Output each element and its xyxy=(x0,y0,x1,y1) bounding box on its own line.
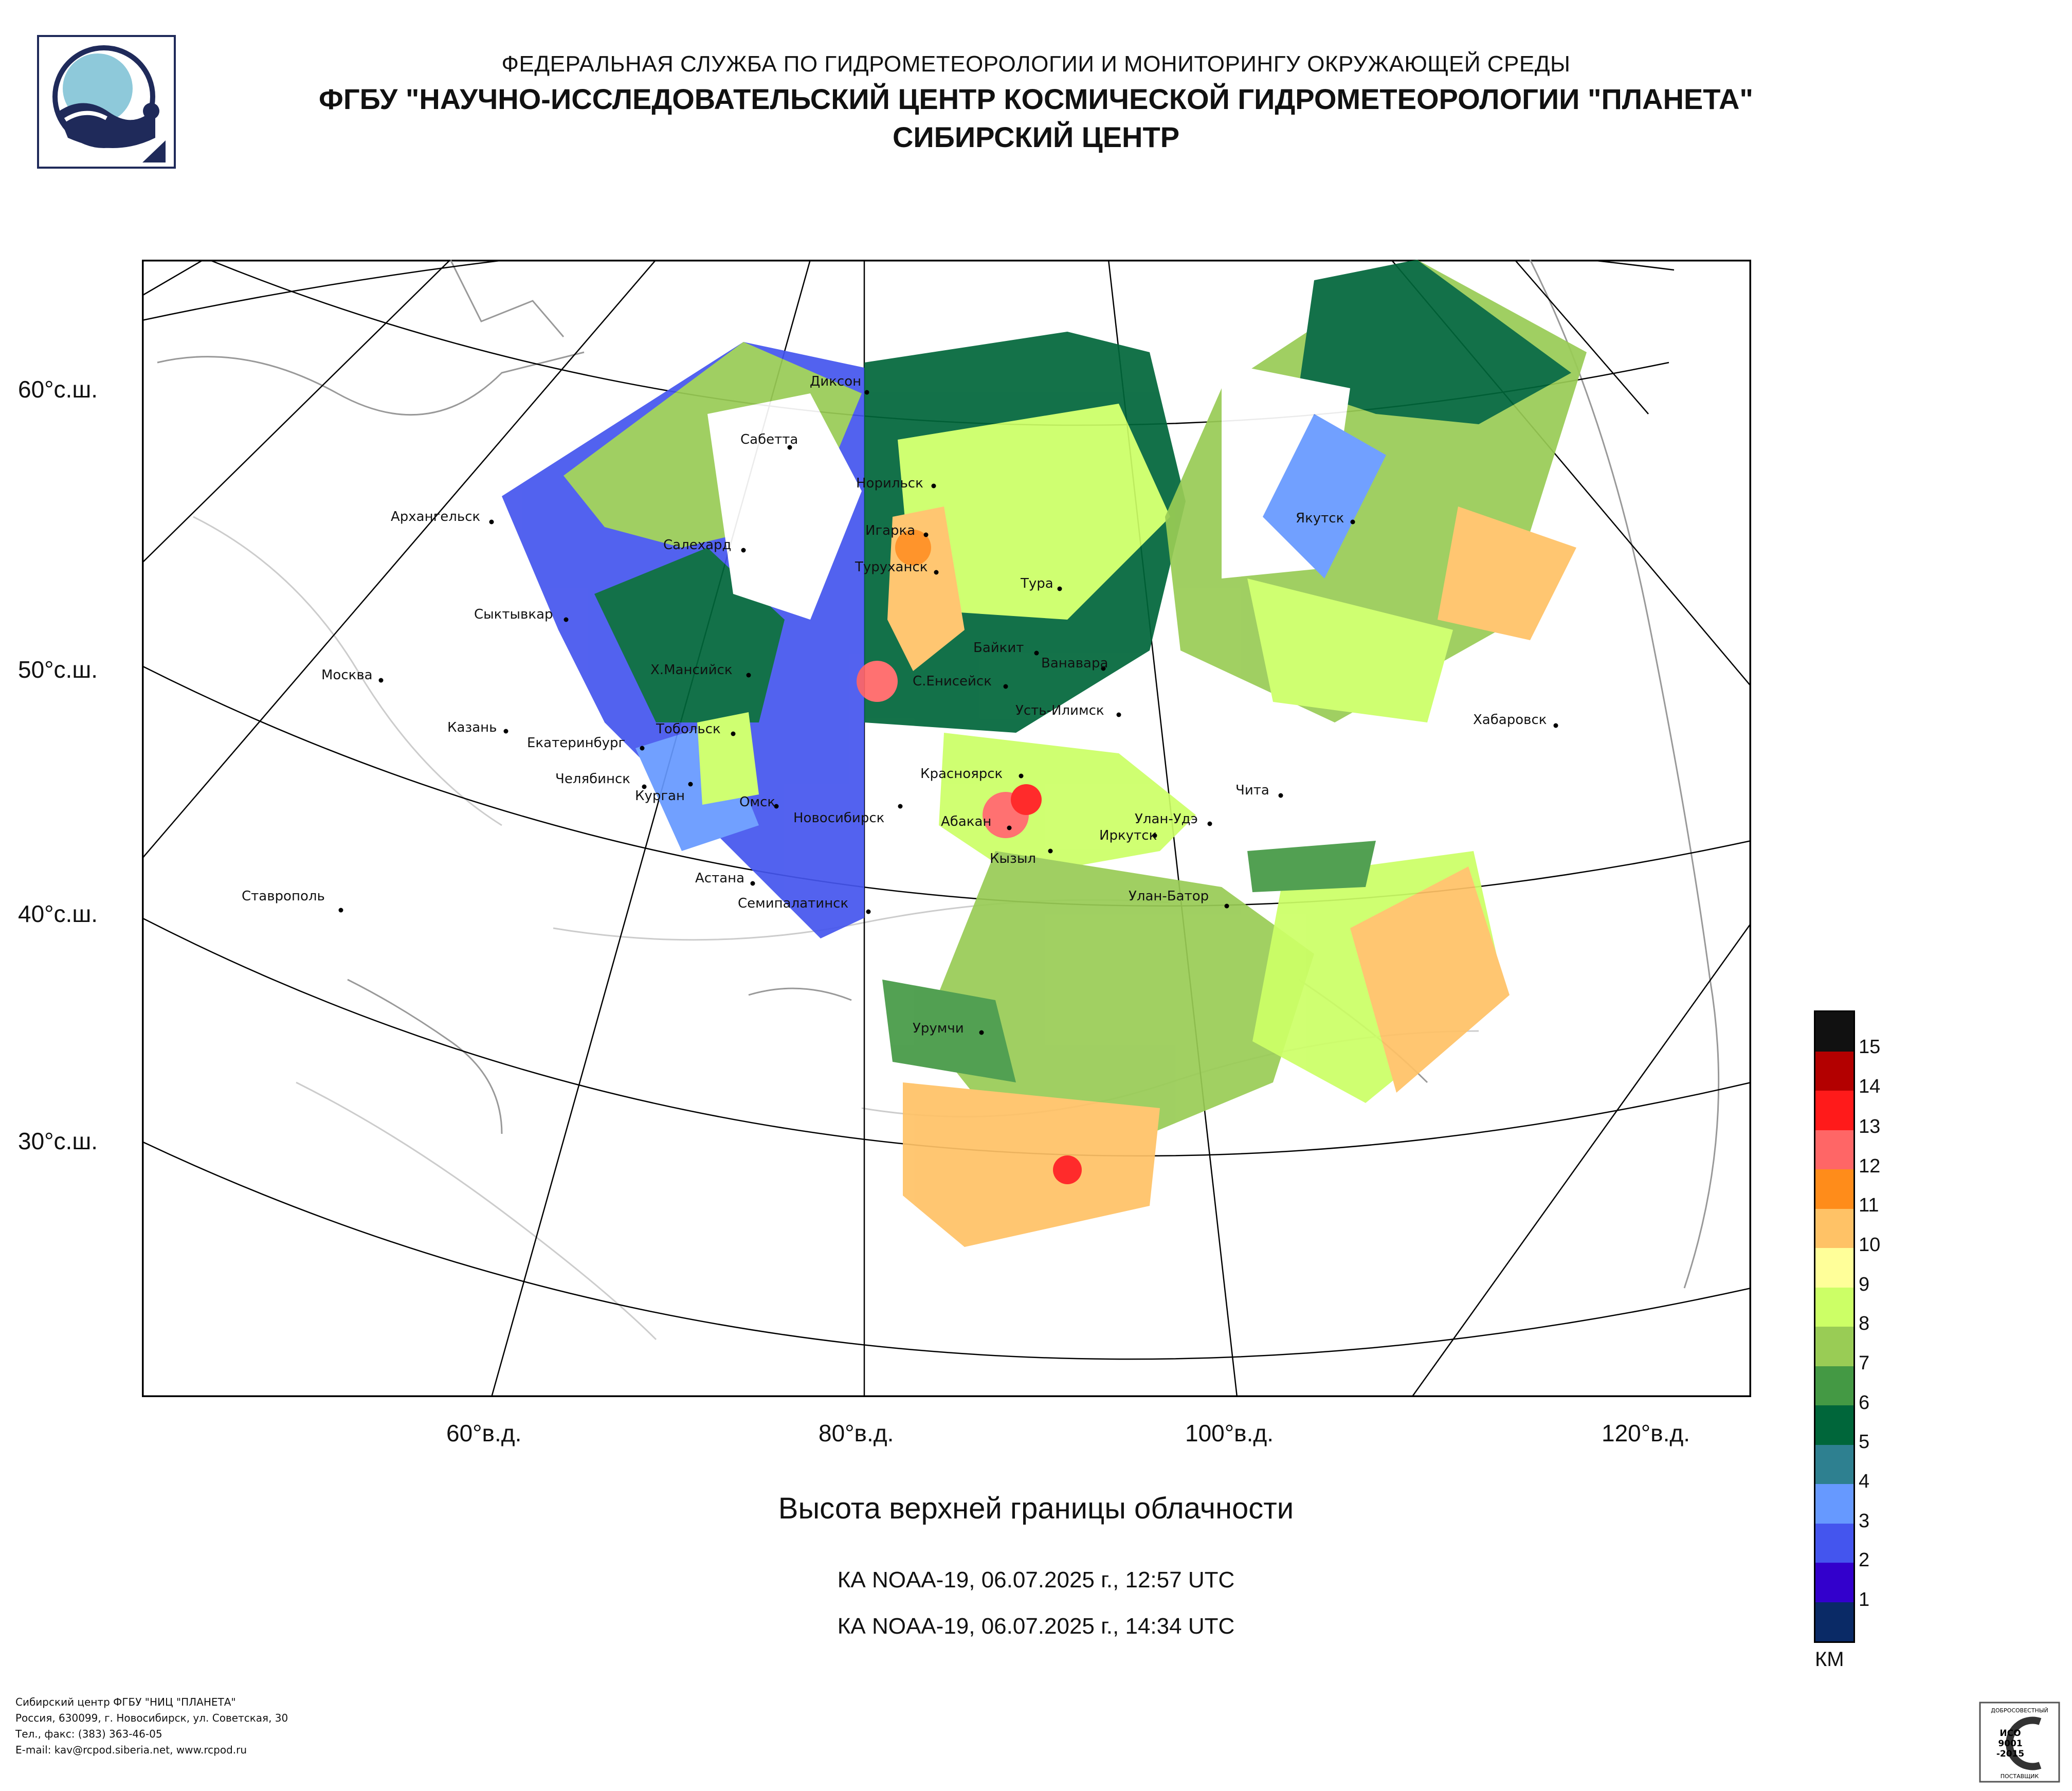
legend-label: 2 xyxy=(1859,1549,1870,1571)
city-label: Омск xyxy=(739,794,776,810)
iso-top-text: ДОБРОСОВЕСТНЫЙ xyxy=(1991,1707,2048,1714)
city-label: Сыктывкар xyxy=(474,607,553,622)
legend-label: 11 xyxy=(1859,1195,1879,1216)
city-label: Кызыл xyxy=(990,851,1036,866)
legend-label: 4 xyxy=(1859,1471,1870,1492)
legend-label: 10 xyxy=(1859,1234,1881,1256)
iso-text-3: -2015 xyxy=(1996,1749,2024,1759)
legend-label: 1 xyxy=(1859,1589,1870,1611)
legend-label: 5 xyxy=(1859,1431,1870,1453)
city-label: Семипалатинск xyxy=(738,896,849,911)
cloud-swath-west xyxy=(502,342,864,938)
lon-label: 60°в.д. xyxy=(446,1420,522,1446)
pass-info-1: КА NOAA-19, 06.07.2025 г., 12:57 UTC xyxy=(837,1567,1235,1593)
iso-text-1: ИСО xyxy=(2000,1728,2021,1739)
city-label: Сабетта xyxy=(740,432,798,447)
city-label: Диксон xyxy=(810,374,862,389)
footer-phone: Тел., факс: (383) 363-46-05 xyxy=(15,1728,162,1740)
lat-label: 50°с.ш. xyxy=(18,656,98,683)
city-label: Хабаровск xyxy=(1473,712,1547,728)
city-label: Улан-Батор xyxy=(1129,889,1209,904)
legend-swatch xyxy=(1815,1523,1853,1563)
legend-swatch xyxy=(1815,1248,1853,1288)
city-label: Челябинск xyxy=(555,771,631,787)
city-label: Иркутск xyxy=(1099,828,1157,843)
lon-label: 100°в.д. xyxy=(1185,1420,1274,1446)
legend-swatch xyxy=(1815,1602,1853,1641)
legend-label: 14 xyxy=(1859,1076,1881,1097)
center-name: СИБИРСКИЙ ЦЕНТР xyxy=(892,121,1180,153)
iso-text-2: 9001 xyxy=(1998,1739,2022,1749)
legend-label: 15 xyxy=(1859,1036,1881,1058)
legend-swatch xyxy=(1815,1091,1853,1130)
city-label: Красноярск xyxy=(920,766,1003,782)
legend-swatch xyxy=(1815,1169,1853,1209)
lat-label: 60°с.ш. xyxy=(18,376,98,403)
legend-swatch xyxy=(1815,1287,1853,1327)
city-label: Урумчи xyxy=(913,1021,964,1036)
city-label: Казань xyxy=(447,720,497,735)
lon-label: 120°в.д. xyxy=(1602,1420,1690,1446)
legend-label: 6 xyxy=(1859,1392,1870,1414)
city-label: Чита xyxy=(1235,783,1269,798)
city-label: Москва xyxy=(321,667,373,683)
height-legend xyxy=(1814,1010,1855,1643)
city-label: Абакан xyxy=(941,814,992,829)
legend-swatch xyxy=(1815,1012,1853,1052)
city-label: Ставрополь xyxy=(242,889,325,904)
legend-label: 3 xyxy=(1859,1510,1870,1532)
city-label: Ванавара xyxy=(1041,656,1108,671)
contact-footer: Сибирский центр ФГБУ "НИЦ "ПЛАНЕТА" Росс… xyxy=(15,1694,288,1758)
city-label: Игарка xyxy=(865,523,916,538)
legend-label: 12 xyxy=(1859,1155,1881,1177)
agency-name: ФЕДЕРАЛЬНАЯ СЛУЖБА ПО ГИДРОМЕТЕОРОЛОГИИ … xyxy=(501,51,1571,77)
legend-swatch xyxy=(1815,1484,1853,1524)
legend-swatch xyxy=(1815,1051,1853,1091)
legend-swatch xyxy=(1815,1444,1853,1484)
legend-label: 13 xyxy=(1859,1116,1881,1137)
legend-swatch xyxy=(1815,1208,1853,1248)
footer-email: E-mail: kav@rcpod.siberia.net, www.rcpod… xyxy=(15,1744,247,1756)
legend-swatch xyxy=(1815,1366,1853,1405)
city-label: Екатеринбург xyxy=(527,735,626,751)
footer-address: Россия, 630099, г. Новосибирск, ул. Сове… xyxy=(15,1712,288,1724)
legend-label: 8 xyxy=(1859,1313,1870,1334)
cloud-top-height-map xyxy=(142,260,1751,1397)
legend-label: 9 xyxy=(1859,1274,1870,1295)
city-label: Салехард xyxy=(663,537,732,553)
cloud-swath-central xyxy=(857,332,1314,1247)
legend-label: 7 xyxy=(1859,1352,1870,1374)
city-label: Норильск xyxy=(856,476,923,491)
city-label: С.Енисейск xyxy=(913,674,992,689)
city-label: Тобольск xyxy=(656,721,721,737)
footer-org: Сибирский центр ФГБУ "НИЦ "ПЛАНЕТА" xyxy=(15,1696,236,1708)
city-label: Якутск xyxy=(1296,511,1344,526)
legend-unit: КМ xyxy=(1815,1648,1844,1671)
lon-label: 80°в.д. xyxy=(819,1420,894,1446)
city-label: Тура xyxy=(1021,576,1053,591)
city-label: Усть-Илимск xyxy=(1015,703,1104,718)
lat-label: 40°с.ш. xyxy=(18,900,98,927)
legend-swatch xyxy=(1815,1130,1853,1169)
product-title: Высота верхней границы облачности xyxy=(778,1492,1294,1525)
city-label: Астана xyxy=(695,871,745,886)
cloud-swath-east xyxy=(1165,260,1587,1103)
legend-swatch xyxy=(1815,1327,1853,1366)
pass-info-2: КА NOAA-19, 06.07.2025 г., 14:34 UTC xyxy=(837,1614,1235,1639)
city-label: Новосибирск xyxy=(793,810,885,826)
planeta-logo-icon xyxy=(37,35,176,169)
legend-swatch xyxy=(1815,1563,1853,1602)
city-label: Архангельск xyxy=(391,509,481,524)
lat-label: 30°с.ш. xyxy=(18,1128,98,1154)
city-label: Х.Мансийск xyxy=(650,662,733,678)
city-label: Улан-Удэ xyxy=(1135,811,1198,827)
city-markers xyxy=(338,390,1558,1035)
iso-certificate-icon: ДОБРОСОВЕСТНЫЙ ИСО 9001 -2015 ПОСТАВЩИК xyxy=(1979,1702,2060,1783)
legend-swatch xyxy=(1815,1405,1853,1445)
iso-bottom-text: ПОСТАВЩИК xyxy=(2001,1773,2039,1780)
city-label: Байкит xyxy=(973,640,1024,656)
organization-name: ФГБУ "НАУЧНО-ИССЛЕДОВАТЕЛЬСКИЙ ЦЕНТР КОС… xyxy=(319,83,1753,115)
city-label: Туруханск xyxy=(855,559,928,575)
city-label: Курган xyxy=(635,788,685,804)
